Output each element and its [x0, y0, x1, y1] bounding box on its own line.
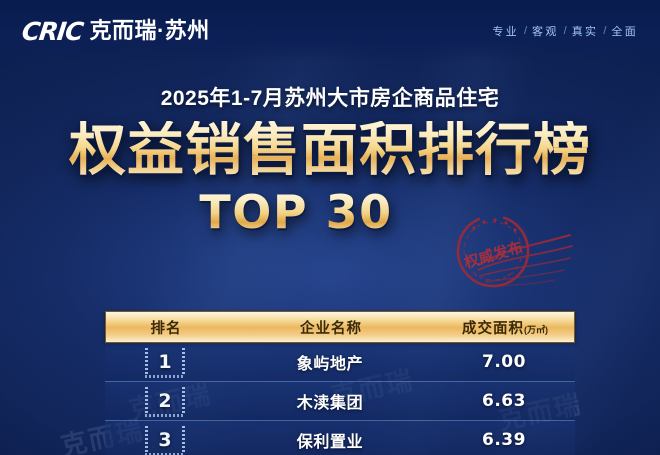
table-row: 3 保利置业 6.39	[105, 421, 575, 455]
tagline-separator-2: /	[603, 25, 607, 37]
ranking-table: 排名 企业名称 成交面积(万㎡) 1 象屿地产 7.00 2	[105, 311, 575, 455]
rank-badge-rail-right	[182, 348, 185, 376]
rank-badge-rail-left	[145, 426, 148, 454]
rank-badge: 1	[105, 348, 225, 378]
rank-badge: 3	[105, 426, 225, 455]
tagline-item-2: 真实	[571, 26, 599, 38]
rank-badge-rail-right	[182, 426, 185, 454]
rank-number: 3	[158, 428, 172, 451]
rank-badge-frame: 3	[145, 426, 185, 455]
page-title: 权益销售面积排行榜	[0, 120, 660, 181]
top-bar: CRIC 克而瑞·苏州 专业 / 客观 / 真实 / 全面	[0, 0, 660, 62]
company-name: 木渎集团	[296, 395, 364, 412]
tagline-item-0: 专业	[492, 26, 519, 38]
tagline-item-3: 全面	[611, 26, 638, 38]
rank-number: 2	[158, 389, 172, 412]
rank-badge: 2	[105, 387, 225, 417]
column-header-rank: 排名	[150, 320, 182, 337]
rank-badge-frame: 2	[145, 387, 185, 417]
table-row: 2 木渎集团 6.63	[105, 382, 575, 421]
brand-latin-text: CRIC	[20, 16, 85, 46]
brand-chinese-text: 克而瑞·苏州	[89, 18, 210, 43]
subtitle: 2025年1-7月苏州大市房企商品住宅	[160, 87, 500, 110]
column-header-area-label: 成交面积	[462, 320, 524, 337]
rank-badge-rail-bottom	[145, 414, 185, 417]
tagline: 专业 / 客观 / 真实 / 全面	[492, 23, 638, 39]
tagline-item-1: 客观	[532, 26, 559, 38]
column-header-area: 成交面积(万㎡)	[436, 317, 574, 338]
rank-badge-rail-left	[145, 348, 148, 376]
company-name: 保利置业	[296, 434, 364, 451]
brand-logo: CRIC 克而瑞·苏州	[20, 16, 210, 46]
column-header-area-unit: (万㎡)	[524, 324, 548, 335]
rank-badge-frame: 1	[145, 348, 185, 378]
rank-badge-rail-left	[145, 387, 148, 415]
rank-badge-rail-bottom	[145, 375, 185, 378]
area-value: 6.39	[482, 430, 526, 450]
table-row: 1 象屿地产 7.00	[105, 343, 575, 382]
table-header-row: 排名 企业名称 成交面积(万㎡)	[105, 311, 575, 343]
tagline-separator-1: /	[563, 25, 567, 37]
top-label-row: TOP 30	[0, 187, 660, 247]
tagline-separator-0: /	[523, 25, 528, 37]
area-value: 7.00	[482, 352, 526, 372]
top-rank-label: TOP 30	[199, 184, 393, 239]
column-header-company: 企业名称	[300, 320, 362, 337]
area-value: 6.63	[482, 391, 526, 411]
company-name: 象屿地产	[296, 356, 364, 373]
rank-badge-rail-right	[182, 387, 185, 415]
headline-block: 2025年1-7月苏州大市房企商品住宅 权益销售面积排行榜 TOP 30	[0, 88, 660, 247]
rank-number: 1	[158, 350, 172, 373]
